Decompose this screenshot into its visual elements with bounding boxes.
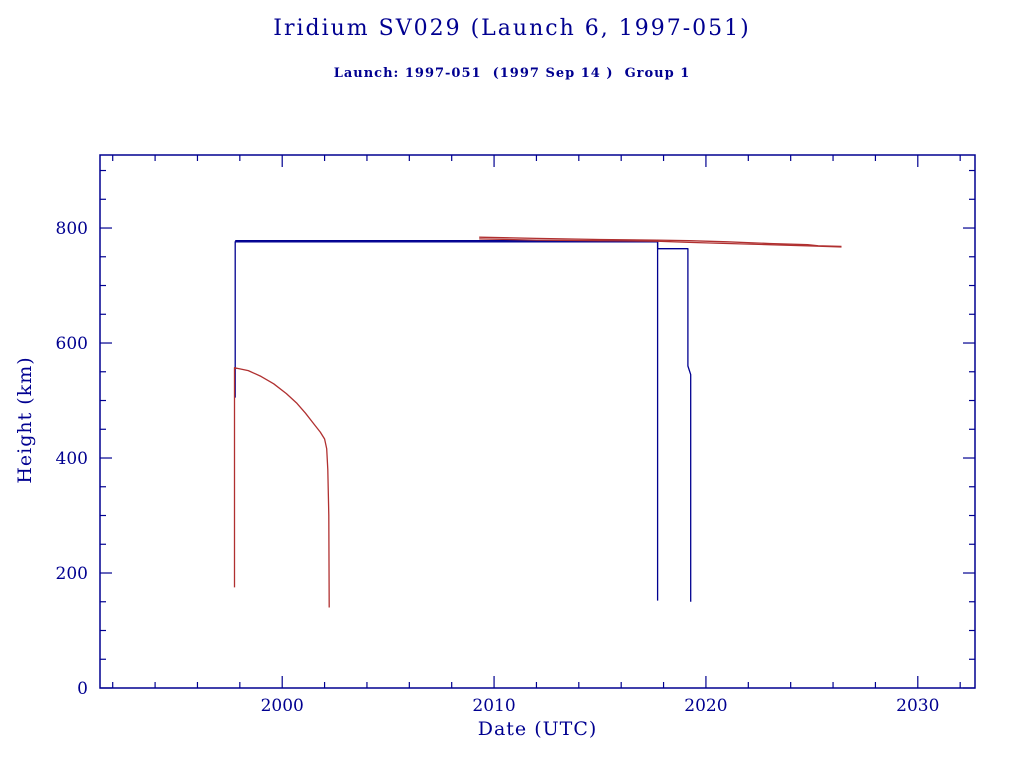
x-tick-label: 2010 [472, 696, 515, 716]
chart-subtitle: Launch: 1997-051 (1997 Sep 14 ) Group 1 [333, 66, 691, 81]
series-red-upper-perigee [479, 238, 842, 248]
x-axis-label: Date (UTC) [477, 718, 598, 740]
y-tick-label: 400 [56, 449, 88, 469]
y-tick-label: 0 [77, 679, 88, 699]
y-tick-label: 600 [56, 334, 88, 354]
chart-title: Iridium SV029 (Launch 6, 1997-051) [273, 16, 751, 41]
x-tick-label: 2020 [684, 696, 727, 716]
x-tick-label: 2000 [261, 696, 304, 716]
y-tick-label: 200 [56, 564, 88, 584]
series-red-early-decay-curve [233, 367, 330, 608]
series-red-upper-apogee [479, 236, 842, 248]
series-blue-apogee-step-and-final-decay [235, 240, 692, 602]
x-tick-label: 2030 [896, 696, 939, 716]
y-tick-label: 800 [56, 219, 88, 239]
plot-frame [99, 154, 976, 689]
series-blue-orbit-raise-and-deorbit [234, 241, 659, 601]
